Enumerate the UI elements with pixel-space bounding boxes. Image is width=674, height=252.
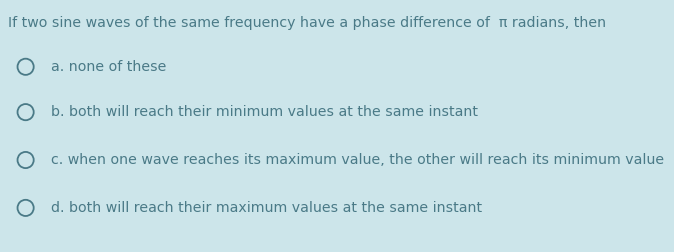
Text: d. both will reach their maximum values at the same instant: d. both will reach their maximum values … <box>51 201 482 215</box>
Text: a. none of these: a. none of these <box>51 60 166 74</box>
Text: b. both will reach their minimum values at the same instant: b. both will reach their minimum values … <box>51 105 478 119</box>
Text: c. when one wave reaches its maximum value, the other will reach its minimum val: c. when one wave reaches its maximum val… <box>51 153 664 167</box>
Text: If two sine waves of the same frequency have a phase difference of  π radians, t: If two sine waves of the same frequency … <box>8 16 606 30</box>
